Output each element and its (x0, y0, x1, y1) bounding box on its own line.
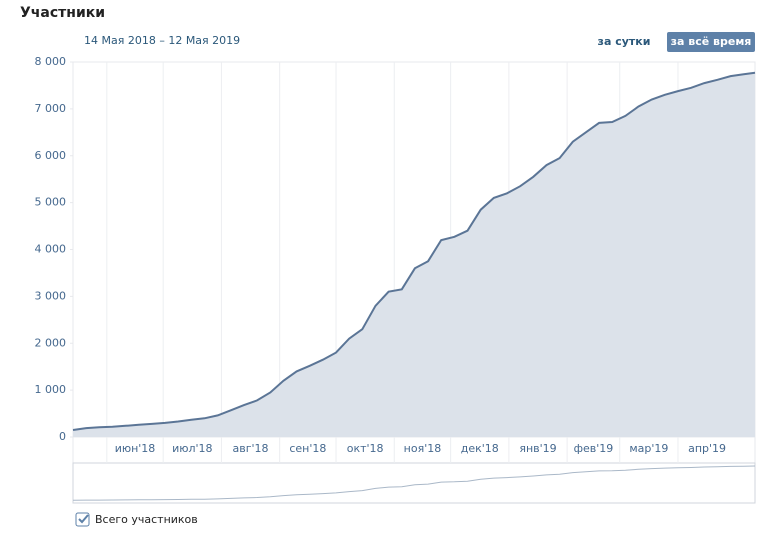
x-tick-label: дек'18 (461, 442, 499, 455)
y-tick-label: 5 000 (35, 196, 67, 209)
y-tick-label: 6 000 (35, 149, 67, 162)
navigator (72, 462, 756, 504)
x-tick-label: авг'18 (233, 442, 269, 455)
title: Участники (20, 5, 105, 21)
x-tick-label: апр'19 (688, 442, 726, 455)
button-all[interactable]: за всё время (667, 32, 755, 52)
y-tick-label: 2 000 (35, 336, 67, 349)
button-bg[interactable] (667, 32, 755, 52)
x-tick-label: окт'18 (347, 442, 384, 455)
subtitle: 14 Мая 2018 – 12 Мая 2019 (84, 34, 240, 47)
y-tick-label: 4 000 (35, 243, 67, 256)
button-bg[interactable] (592, 32, 656, 52)
x-tick-label: ноя'18 (404, 442, 442, 455)
y-tick-label: 0 (59, 430, 66, 443)
button-label[interactable]: за сутки (598, 35, 651, 48)
navigator-line (72, 465, 756, 501)
y-tick-label: 3 000 (35, 289, 67, 302)
button-label[interactable]: за всё время (671, 35, 752, 48)
legend-label: Всего участников (95, 513, 198, 526)
x-tick-label: мар'19 (629, 442, 668, 455)
x-tick-label: янв'19 (519, 442, 556, 455)
x-axis-band (72, 436, 756, 464)
x-tick-label: июн'18 (115, 442, 156, 455)
x-tick-label: сен'18 (289, 442, 326, 455)
button-day[interactable]: за сутки (592, 32, 656, 52)
checkmark (78, 514, 89, 524)
line (72, 71, 756, 431)
x-tick-label: июл'18 (172, 442, 212, 455)
y-tick-label: 1 000 (35, 383, 67, 396)
area (73, 72, 755, 438)
x-tick-label: фев'19 (574, 442, 614, 455)
y-tick-label: 8 000 (35, 55, 67, 68)
y-tick-label: 7 000 (35, 102, 67, 115)
